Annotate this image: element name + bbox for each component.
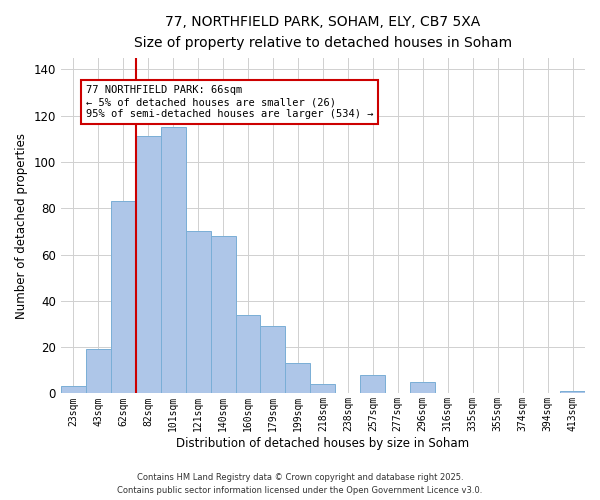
Text: 77 NORTHFIELD PARK: 66sqm
← 5% of detached houses are smaller (26)
95% of semi-d: 77 NORTHFIELD PARK: 66sqm ← 5% of detach… <box>86 86 373 118</box>
Bar <box>310 384 335 394</box>
X-axis label: Distribution of detached houses by size in Soham: Distribution of detached houses by size … <box>176 437 469 450</box>
Bar <box>260 326 286 394</box>
Text: Contains HM Land Registry data © Crown copyright and database right 2025.
Contai: Contains HM Land Registry data © Crown c… <box>118 474 482 495</box>
Bar <box>361 375 385 394</box>
Bar <box>86 350 111 394</box>
Y-axis label: Number of detached properties: Number of detached properties <box>15 132 28 318</box>
Bar <box>185 232 211 394</box>
Bar <box>61 386 86 394</box>
Title: 77, NORTHFIELD PARK, SOHAM, ELY, CB7 5XA
Size of property relative to detached h: 77, NORTHFIELD PARK, SOHAM, ELY, CB7 5XA… <box>134 15 512 50</box>
Bar <box>560 391 585 394</box>
Bar <box>136 136 161 394</box>
Bar <box>286 364 310 394</box>
Bar <box>236 314 260 394</box>
Bar <box>111 202 136 394</box>
Bar <box>161 127 185 394</box>
Bar <box>410 382 435 394</box>
Bar <box>211 236 236 394</box>
